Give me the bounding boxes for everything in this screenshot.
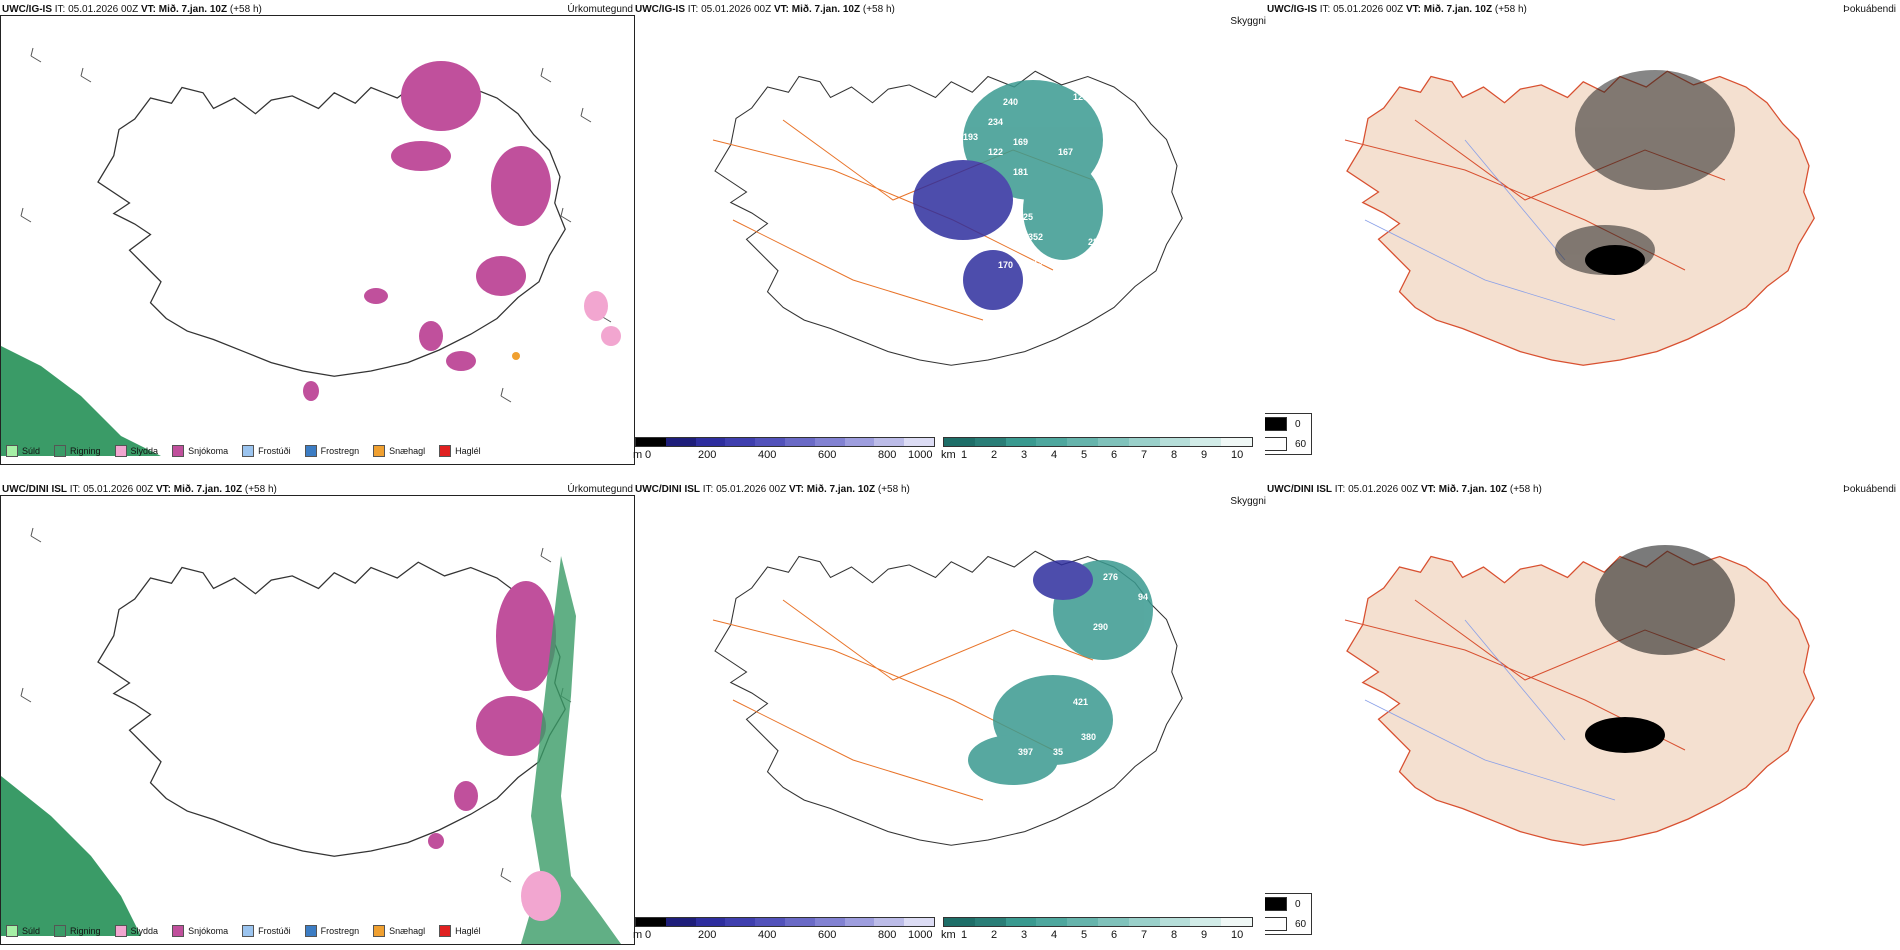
- cloud-panel-top: UWC/IG-IS IT: 05.01.2026 00Z VT: Mið. 7.…: [633, 0, 1268, 470]
- svg-text:193: 193: [963, 132, 978, 142]
- precip-panel-top: UWC/IG-IS IT: 05.01.2026 00Z VT: Mið. 7.…: [0, 0, 635, 470]
- fog-title: Þokuábendi: [1843, 484, 1896, 495]
- precip-map[interactable]: [0, 495, 635, 945]
- svg-text:20: 20: [1243, 312, 1253, 322]
- svg-text:421: 421: [1073, 697, 1088, 707]
- legend-swatch-icon: [6, 925, 18, 937]
- legend-swatch-icon: [114, 445, 127, 457]
- svg-text:167: 167: [1058, 147, 1073, 157]
- svg-text:181: 181: [1013, 167, 1028, 177]
- svg-text:290: 290: [1093, 622, 1108, 632]
- svg-text:146: 146: [1073, 277, 1088, 287]
- svg-text:234: 234: [988, 117, 1003, 127]
- svg-text:191: 191: [1033, 257, 1048, 267]
- fog-legend: 0 60: [1265, 893, 1313, 935]
- svg-text:94: 94: [1138, 592, 1148, 602]
- precip-legend: Súld Rigning Slydda Snjókoma Frostúði Fr…: [6, 445, 481, 457]
- snow-areas: [303, 61, 551, 401]
- visibility-colorbar: km 1 2 3 4 5 6 7 8 9 10: [941, 917, 1253, 941]
- legend-swatch-icon: [439, 925, 452, 937]
- legend-swatch-icon: [304, 445, 317, 457]
- panel-title: UWC/IG-IS IT: 05.01.2026 00Z VT: Mið. 7.…: [635, 4, 895, 15]
- cloud-title: Skyggni: [1230, 16, 1266, 27]
- legend-swatch-icon: [304, 925, 317, 937]
- legend-swatch-icon: [242, 445, 255, 457]
- svg-text:95: 95: [1158, 892, 1168, 902]
- legend-swatch-icon: [172, 925, 185, 937]
- svg-text:118: 118: [938, 242, 953, 252]
- svg-text:352: 352: [1028, 232, 1043, 242]
- svg-text:93: 93: [1096, 262, 1106, 272]
- svg-text:812: 812: [1128, 552, 1143, 562]
- svg-text:170: 170: [998, 260, 1013, 270]
- legend-swatch-icon: [54, 925, 67, 937]
- precip-panel-bottom: UWC/DINI ISL IT: 05.01.2026 00Z VT: Mið.…: [0, 480, 635, 950]
- svg-text:182: 182: [1113, 232, 1128, 242]
- fog-panel-bottom: UWC/DINI ISL IT: 05.01.2026 00Z VT: Mið.…: [1265, 480, 1900, 950]
- svg-text:128: 128: [1073, 92, 1088, 102]
- precip-type-title: Úrkomutegund: [567, 484, 633, 495]
- svg-text:282: 282: [1088, 237, 1103, 247]
- fog-legend: 0 60: [1265, 413, 1313, 455]
- svg-text:125: 125: [1018, 212, 1033, 222]
- precip-legend: Súld Rigning Slydda Snjókoma Frostúði Fr…: [6, 925, 481, 937]
- legend-swatch-icon: [242, 925, 255, 937]
- legend-swatch-icon: [114, 925, 127, 937]
- fog-map[interactable]: [1265, 20, 1898, 440]
- legend-swatch-icon: [439, 445, 452, 457]
- svg-text:240: 240: [1003, 97, 1018, 107]
- panel-title: UWC/IG-IS IT: 05.01.2026 00Z VT: Mið. 7.…: [1267, 4, 1527, 15]
- legend-swatch-icon: [172, 445, 185, 457]
- cloud-value-labels: 823 240 128 234 193 169 122 181 167 307 125 35…: [938, 52, 1253, 337]
- panel-title: UWC/IG-IS IT: 05.01.2026 00Z VT: Mið. 7.…: [2, 4, 262, 15]
- ceiling-colorbar: m 0 200 400 600 800 1000: [633, 437, 935, 461]
- cloud-title: Skyggni: [1230, 496, 1266, 507]
- legend-swatch-icon: [373, 445, 386, 457]
- svg-text:307: 307: [1123, 172, 1138, 182]
- ceiling-colorbar: m 0 200 400 600 800 1000: [633, 917, 935, 941]
- legend-swatch-icon: [6, 445, 18, 457]
- svg-text:380: 380: [1081, 732, 1096, 742]
- precip-map[interactable]: [0, 15, 635, 465]
- sleet-areas: [584, 291, 621, 346]
- panel-title: UWC/DINI ISL IT: 05.01.2026 00Z VT: Mið.…: [2, 484, 277, 495]
- fog-map[interactable]: [1265, 500, 1898, 920]
- legend-swatch-icon: [373, 925, 386, 937]
- cloud-map[interactable]: 812 276 290 94 63 421 380 397 35 84 95: [633, 500, 1266, 910]
- cloud-areas: [913, 80, 1103, 310]
- precip-type-title: Úrkomutegund: [567, 4, 633, 15]
- svg-text:63: 63: [1123, 662, 1133, 672]
- svg-text:84: 84: [1038, 797, 1048, 807]
- rain-area: [1, 346, 161, 456]
- cloud-panel-bottom: UWC/DINI ISL IT: 05.01.2026 00Z VT: Mið.…: [633, 480, 1268, 950]
- svg-text:35: 35: [1053, 747, 1063, 757]
- legend-swatch-icon: [54, 445, 67, 457]
- svg-text:169: 169: [1013, 137, 1028, 147]
- svg-text:122: 122: [988, 147, 1003, 157]
- panel-title: UWC/DINI ISL IT: 05.01.2026 00Z VT: Mið.…: [1267, 484, 1542, 495]
- cloud-map[interactable]: 823 240 128 234 193 169 122 181 167 307 125 35…: [633, 20, 1266, 430]
- visibility-colorbar: km 1 2 3 4 5 6 7 8 9 10: [941, 437, 1253, 461]
- svg-text:823: 823: [1028, 52, 1043, 62]
- fog-title: Þokuábendi: [1843, 4, 1896, 15]
- svg-text:397: 397: [1018, 747, 1033, 757]
- svg-text:276: 276: [1103, 572, 1118, 582]
- fog-panel-top: UWC/IG-IS IT: 05.01.2026 00Z VT: Mið. 7.…: [1265, 0, 1900, 470]
- svg-text:67: 67: [1048, 327, 1058, 337]
- panel-title: UWC/DINI ISL IT: 05.01.2026 00Z VT: Mið.…: [635, 484, 910, 495]
